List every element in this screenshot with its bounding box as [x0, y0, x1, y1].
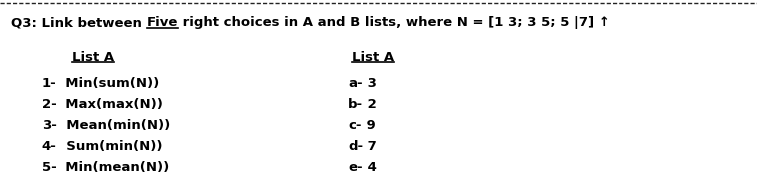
Text: Min(mean(N)): Min(mean(N))	[56, 161, 170, 174]
Text: 2-: 2-	[42, 98, 56, 111]
Text: 2: 2	[363, 98, 377, 111]
Text: Five: Five	[147, 16, 178, 29]
Text: 1-: 1-	[42, 77, 56, 90]
Text: Sum(min(N)): Sum(min(N))	[57, 140, 162, 153]
Text: 9: 9	[362, 119, 375, 132]
Text: 3: 3	[363, 77, 377, 90]
Text: List A: List A	[352, 51, 394, 64]
Text: Max(max(N)): Max(max(N))	[56, 98, 164, 111]
Text: 4-: 4-	[42, 140, 57, 153]
Text: 4: 4	[363, 161, 377, 174]
Text: d-: d-	[348, 140, 363, 153]
Text: b-: b-	[348, 98, 363, 111]
Text: c-: c-	[348, 119, 362, 132]
Text: 5-: 5-	[42, 161, 56, 174]
Text: e-: e-	[348, 161, 363, 174]
Text: List A: List A	[72, 51, 114, 64]
Text: a-: a-	[348, 77, 363, 90]
Text: right choices in A and B lists, where N = [1 3; 3 5; 5 |7] ↑: right choices in A and B lists, where N …	[178, 16, 610, 29]
Text: 7: 7	[363, 140, 377, 153]
Text: Q3: Link between: Q3: Link between	[11, 16, 147, 29]
Text: Min(sum(N)): Min(sum(N))	[56, 77, 160, 90]
Text: 3-: 3-	[42, 119, 57, 132]
Text: Mean(min(N)): Mean(min(N))	[57, 119, 170, 132]
